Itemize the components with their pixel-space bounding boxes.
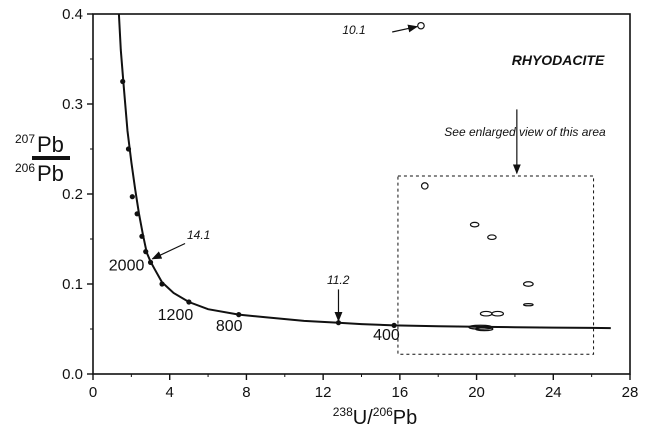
enlarged-view-label: See enlarged view of this area <box>444 125 606 139</box>
concordia-age-marker <box>139 233 145 239</box>
analysis-ellipse <box>475 326 494 332</box>
y-tick-label: 0.0 <box>62 366 83 383</box>
spot-annotation-arrow <box>151 242 186 260</box>
analysis-ellipse <box>479 310 493 317</box>
x-tick-label: 16 <box>392 384 409 401</box>
y-tick-label: 0.3 <box>62 96 83 113</box>
x-tick-label: 28 <box>622 384 639 401</box>
chart-title: RHYODACITE <box>512 52 605 68</box>
analysis-ellipse <box>468 324 493 330</box>
concordia-age-marker <box>236 312 242 318</box>
concordia-age-marker <box>125 146 132 152</box>
y-tick-label: 0.4 <box>62 6 83 23</box>
analysis-ellipse <box>522 281 534 287</box>
concordia-age-marker <box>391 322 397 328</box>
analysis-ellipse <box>469 221 480 228</box>
x-tick-label: 20 <box>468 384 485 401</box>
concordia-age-marker <box>147 259 154 265</box>
age-label: 800 <box>216 318 243 335</box>
analysis-ellipse <box>487 234 497 241</box>
spot-annotation-label: 10.1 <box>342 23 365 37</box>
y-label-den: Pb <box>37 161 64 186</box>
x-tick-label: 0 <box>89 384 97 401</box>
x-tick-label: 24 <box>545 384 562 401</box>
concordia-age-marker <box>120 78 126 85</box>
y-tick-label: 0.1 <box>62 276 83 293</box>
x-tick-label: 4 <box>166 384 174 401</box>
x-axis-label: 238U/206Pb <box>333 405 418 429</box>
analysis-ellipse <box>522 303 534 307</box>
concordia-age-marker <box>129 194 135 200</box>
spot-annotation-arrow <box>392 24 419 33</box>
y-label-den-sup: 206 <box>15 161 35 175</box>
age-label: 400 <box>373 327 400 344</box>
chart-axes: 0 4 8 12 16 20 24 28 0.0 0.1 0.2 0.3 0.4 <box>62 6 638 401</box>
analysis-ellipse <box>417 21 425 30</box>
age-label: 2000 <box>109 258 145 275</box>
analysis-ellipse <box>420 182 429 190</box>
y-label-fraction-bar <box>32 156 70 160</box>
spot-annotation-label: 14.1 <box>187 228 210 242</box>
y-label-num-sup: 207 <box>15 132 35 146</box>
concordia-age-marker <box>134 211 140 217</box>
concordia-age-marker <box>186 299 192 305</box>
concordia-age-marker <box>159 281 165 287</box>
y-label-num: Pb <box>37 132 64 157</box>
concordia-age-marker <box>143 249 149 255</box>
x-tick-label: 8 <box>242 384 250 401</box>
x-tick-label: 12 <box>315 384 332 401</box>
y-tick-label: 0.2 <box>62 186 83 203</box>
spot-annotation-label: 11.2 <box>327 273 350 287</box>
chart-marks <box>117 13 611 355</box>
age-label: 1200 <box>158 307 194 324</box>
analysis-ellipse <box>491 310 505 317</box>
enlarged-area-box <box>397 175 595 355</box>
